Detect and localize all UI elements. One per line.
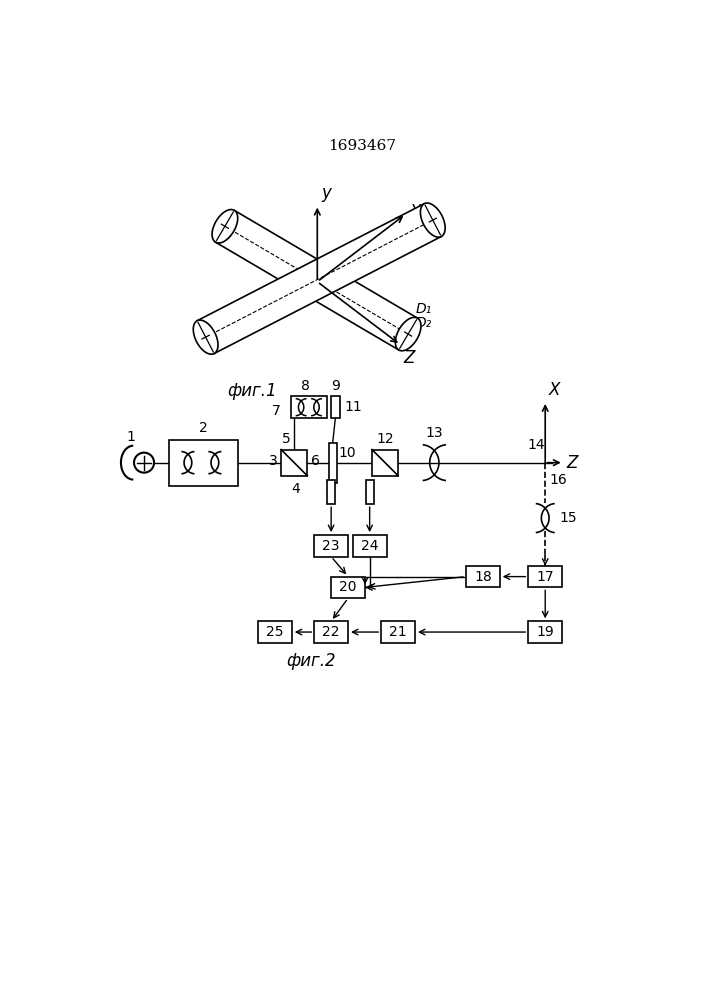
Bar	[329, 443, 337, 483]
Bar	[314, 535, 348, 557]
Bar	[381, 621, 415, 643]
Text: 20: 20	[339, 580, 357, 594]
Text: 22: 22	[322, 625, 340, 639]
Text: 1693467: 1693467	[328, 139, 396, 153]
Text: 17: 17	[537, 570, 554, 584]
Text: 10: 10	[339, 446, 356, 460]
Text: 9: 9	[331, 379, 340, 393]
Text: 16: 16	[550, 473, 568, 487]
Text: 8: 8	[300, 379, 310, 393]
Text: Z: Z	[566, 454, 578, 472]
Bar	[366, 480, 373, 504]
Text: X: X	[409, 203, 421, 221]
Text: D₂: D₂	[416, 316, 432, 330]
Text: 12: 12	[376, 432, 394, 446]
Text: 25: 25	[267, 625, 284, 639]
Bar	[331, 577, 365, 598]
Text: 19: 19	[537, 625, 554, 639]
Bar	[258, 621, 292, 643]
Text: Z: Z	[404, 349, 415, 367]
Bar	[466, 566, 500, 587]
Text: фиг.1: фиг.1	[227, 382, 276, 400]
Text: 6: 6	[311, 454, 320, 468]
Text: D₁: D₁	[416, 302, 432, 316]
Text: 11: 11	[344, 400, 362, 414]
Text: 3: 3	[269, 454, 277, 468]
Text: 2: 2	[199, 421, 208, 435]
Text: X: X	[549, 381, 560, 399]
Bar	[372, 450, 398, 476]
Text: фиг.2: фиг.2	[286, 652, 336, 670]
Ellipse shape	[212, 210, 238, 243]
Polygon shape	[197, 204, 441, 354]
Bar	[169, 440, 238, 486]
Text: 24: 24	[361, 539, 378, 553]
Text: O: O	[300, 265, 311, 279]
Bar	[291, 396, 327, 418]
Text: 4: 4	[291, 482, 300, 496]
Text: y: y	[321, 184, 331, 202]
Bar	[331, 396, 339, 418]
Bar	[353, 535, 387, 557]
Polygon shape	[216, 210, 418, 350]
Bar	[528, 566, 562, 587]
Bar	[528, 621, 562, 643]
Text: 14: 14	[527, 438, 545, 452]
Text: 7: 7	[271, 404, 281, 418]
Text: 1: 1	[127, 430, 135, 444]
Bar	[314, 621, 348, 643]
Ellipse shape	[421, 203, 445, 237]
Ellipse shape	[395, 317, 421, 351]
Bar	[327, 480, 335, 504]
Text: 15: 15	[559, 511, 577, 525]
Text: 13: 13	[426, 426, 443, 440]
Ellipse shape	[193, 320, 218, 354]
Text: 23: 23	[322, 539, 340, 553]
Text: 5: 5	[282, 432, 291, 446]
Text: 18: 18	[474, 570, 491, 584]
Text: 21: 21	[390, 625, 407, 639]
Bar	[281, 450, 308, 476]
